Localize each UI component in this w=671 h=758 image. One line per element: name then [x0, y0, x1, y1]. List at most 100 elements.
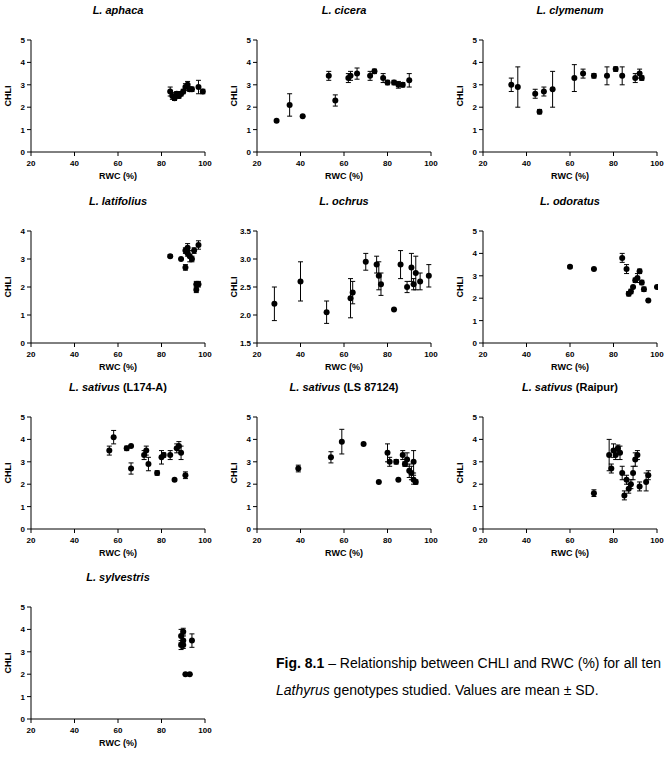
y-tick-label: 1 — [473, 126, 478, 135]
y-tick — [479, 152, 483, 153]
error-bar — [622, 491, 627, 500]
error-bar — [509, 78, 514, 91]
y-tick — [479, 484, 483, 485]
x-tick — [161, 343, 162, 347]
point — [154, 470, 160, 476]
y-tick — [479, 231, 483, 232]
x-tick-label: 100 — [198, 159, 212, 168]
point — [580, 71, 586, 77]
error-bar — [372, 69, 377, 73]
error-bar — [355, 68, 360, 79]
x-tick — [161, 719, 162, 723]
y-axis — [31, 417, 32, 529]
y-tick-label: 3 — [247, 81, 252, 90]
y-tick — [253, 107, 257, 108]
point — [406, 77, 412, 83]
error-bar — [350, 281, 355, 303]
point — [324, 309, 330, 315]
y-tick-label: 4 — [473, 58, 478, 67]
y-tick — [479, 343, 483, 344]
panel: L. sativus (LS 87124)20406080100012345RW… — [229, 381, 438, 558]
x-axis-label: RWC (%) — [99, 738, 137, 748]
x-tick — [570, 152, 571, 156]
x-tick-label: 20 — [253, 350, 262, 359]
y-tick — [253, 315, 257, 316]
y-tick-label: 3.0 — [240, 255, 252, 264]
x-tick-label: 40 — [70, 350, 79, 359]
error-bar — [394, 460, 399, 464]
panel: L. sylvestris20406080100012345RWC (%)CHL… — [3, 571, 212, 748]
y-tick — [27, 84, 31, 85]
marks — [295, 429, 418, 485]
point — [634, 452, 640, 458]
panel: L. clymenum20406080100012345RWC (%)CHLI — [455, 4, 664, 181]
point — [639, 75, 645, 81]
y-tick — [27, 607, 31, 608]
panel: L. cicera20406080100012345RWC (%)CHLI — [229, 4, 438, 181]
error-bar — [609, 464, 614, 473]
error-bar — [348, 279, 353, 318]
point — [189, 86, 195, 92]
error-bar — [196, 241, 201, 249]
y-tick-label: 1 — [247, 126, 252, 135]
y-tick — [479, 40, 483, 41]
y-tick-label: 3 — [247, 458, 252, 467]
error-bar — [189, 87, 194, 91]
point — [515, 84, 521, 90]
error-bar — [411, 451, 416, 473]
x-tick — [118, 529, 119, 533]
error-bar — [591, 74, 596, 78]
y-axis — [483, 231, 484, 343]
point — [363, 259, 369, 265]
point — [371, 68, 377, 74]
chart-title: L. ochrus — [319, 195, 369, 207]
marks — [106, 430, 188, 482]
error-bar — [572, 65, 577, 92]
y-tick — [27, 315, 31, 316]
y-tick-label: 1 — [21, 126, 26, 135]
point — [298, 278, 304, 284]
point — [361, 441, 367, 447]
y-tick — [253, 343, 257, 344]
point — [591, 490, 597, 496]
caption-text: Lathyrus — [276, 682, 330, 698]
error-bar — [385, 80, 390, 84]
y-axis — [483, 417, 484, 529]
y-tick-label: 0 — [247, 148, 252, 157]
error-bar — [328, 452, 333, 463]
x-tick — [613, 152, 614, 156]
y-axis-label: CHLI — [3, 653, 13, 674]
chart-title: L. latifolius — [89, 195, 147, 207]
x-tick — [657, 343, 658, 347]
y-axis-label: CHLI — [3, 463, 13, 484]
y-tick-label: 3 — [21, 458, 26, 467]
x-tick-label: 60 — [340, 159, 349, 168]
chart-title: L. odoratus — [540, 195, 600, 207]
y-tick — [253, 417, 257, 418]
y-tick — [27, 129, 31, 130]
error-bar — [189, 256, 194, 262]
y-tick — [27, 506, 31, 507]
point — [398, 262, 404, 268]
y-tick — [27, 674, 31, 675]
x-tick-label: 60 — [566, 536, 575, 545]
x-tick — [300, 529, 301, 533]
error-bar — [296, 465, 301, 472]
error-bar — [200, 89, 205, 93]
point — [617, 450, 623, 456]
point — [172, 477, 178, 483]
x-tick-label: 80 — [157, 536, 166, 545]
y-tick-label: 4 — [21, 58, 26, 67]
point — [630, 284, 636, 290]
point — [411, 459, 417, 465]
y-tick-label: 2 — [247, 480, 252, 489]
error-bar — [398, 251, 403, 279]
x-tick-label: 100 — [198, 350, 212, 359]
point — [145, 461, 151, 467]
y-tick — [27, 287, 31, 288]
x-tick — [613, 529, 614, 533]
y-tick — [27, 40, 31, 41]
error-bar — [387, 457, 392, 466]
point — [619, 73, 625, 79]
x-tick — [205, 529, 206, 533]
